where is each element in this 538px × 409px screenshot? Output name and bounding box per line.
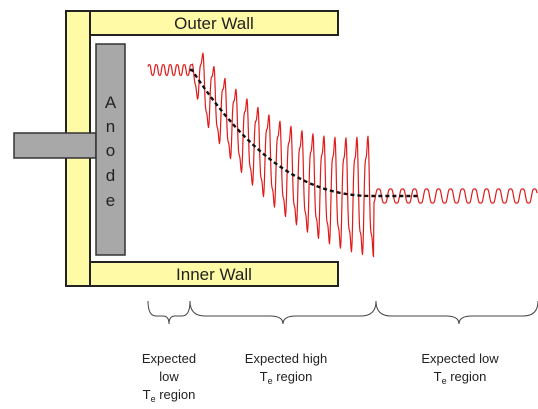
region-1-line-1: Expected <box>142 351 196 366</box>
anode <box>95 43 126 256</box>
outer-wall-label: Outer Wall <box>174 14 254 33</box>
anode-letter: o <box>106 141 115 160</box>
region-2-line-1: Expected high <box>245 351 327 366</box>
anode-letter: A <box>105 93 117 112</box>
region-brace-1 <box>147 300 191 325</box>
inner-wall-label: Inner Wall <box>176 265 252 284</box>
region-2-line-2: Te region <box>260 369 313 386</box>
anode-letter: d <box>106 166 115 185</box>
anode-letter: e <box>106 191 115 210</box>
anode-letter: n <box>106 117 115 136</box>
region-3-line-1: Expected low <box>421 351 499 366</box>
region-1-line-2: low <box>159 369 179 384</box>
region-3-line-2: Te region <box>434 369 487 386</box>
anode-stem <box>13 132 97 159</box>
region-brace-3 <box>375 300 538 325</box>
inner-wall <box>89 261 339 287</box>
anode-label: A n o d e <box>105 93 117 210</box>
oscillation-trace <box>147 52 538 258</box>
region-1-line-3: Te region <box>143 387 196 404</box>
region-brace-2 <box>189 300 377 325</box>
mean-trend-line <box>190 68 420 198</box>
